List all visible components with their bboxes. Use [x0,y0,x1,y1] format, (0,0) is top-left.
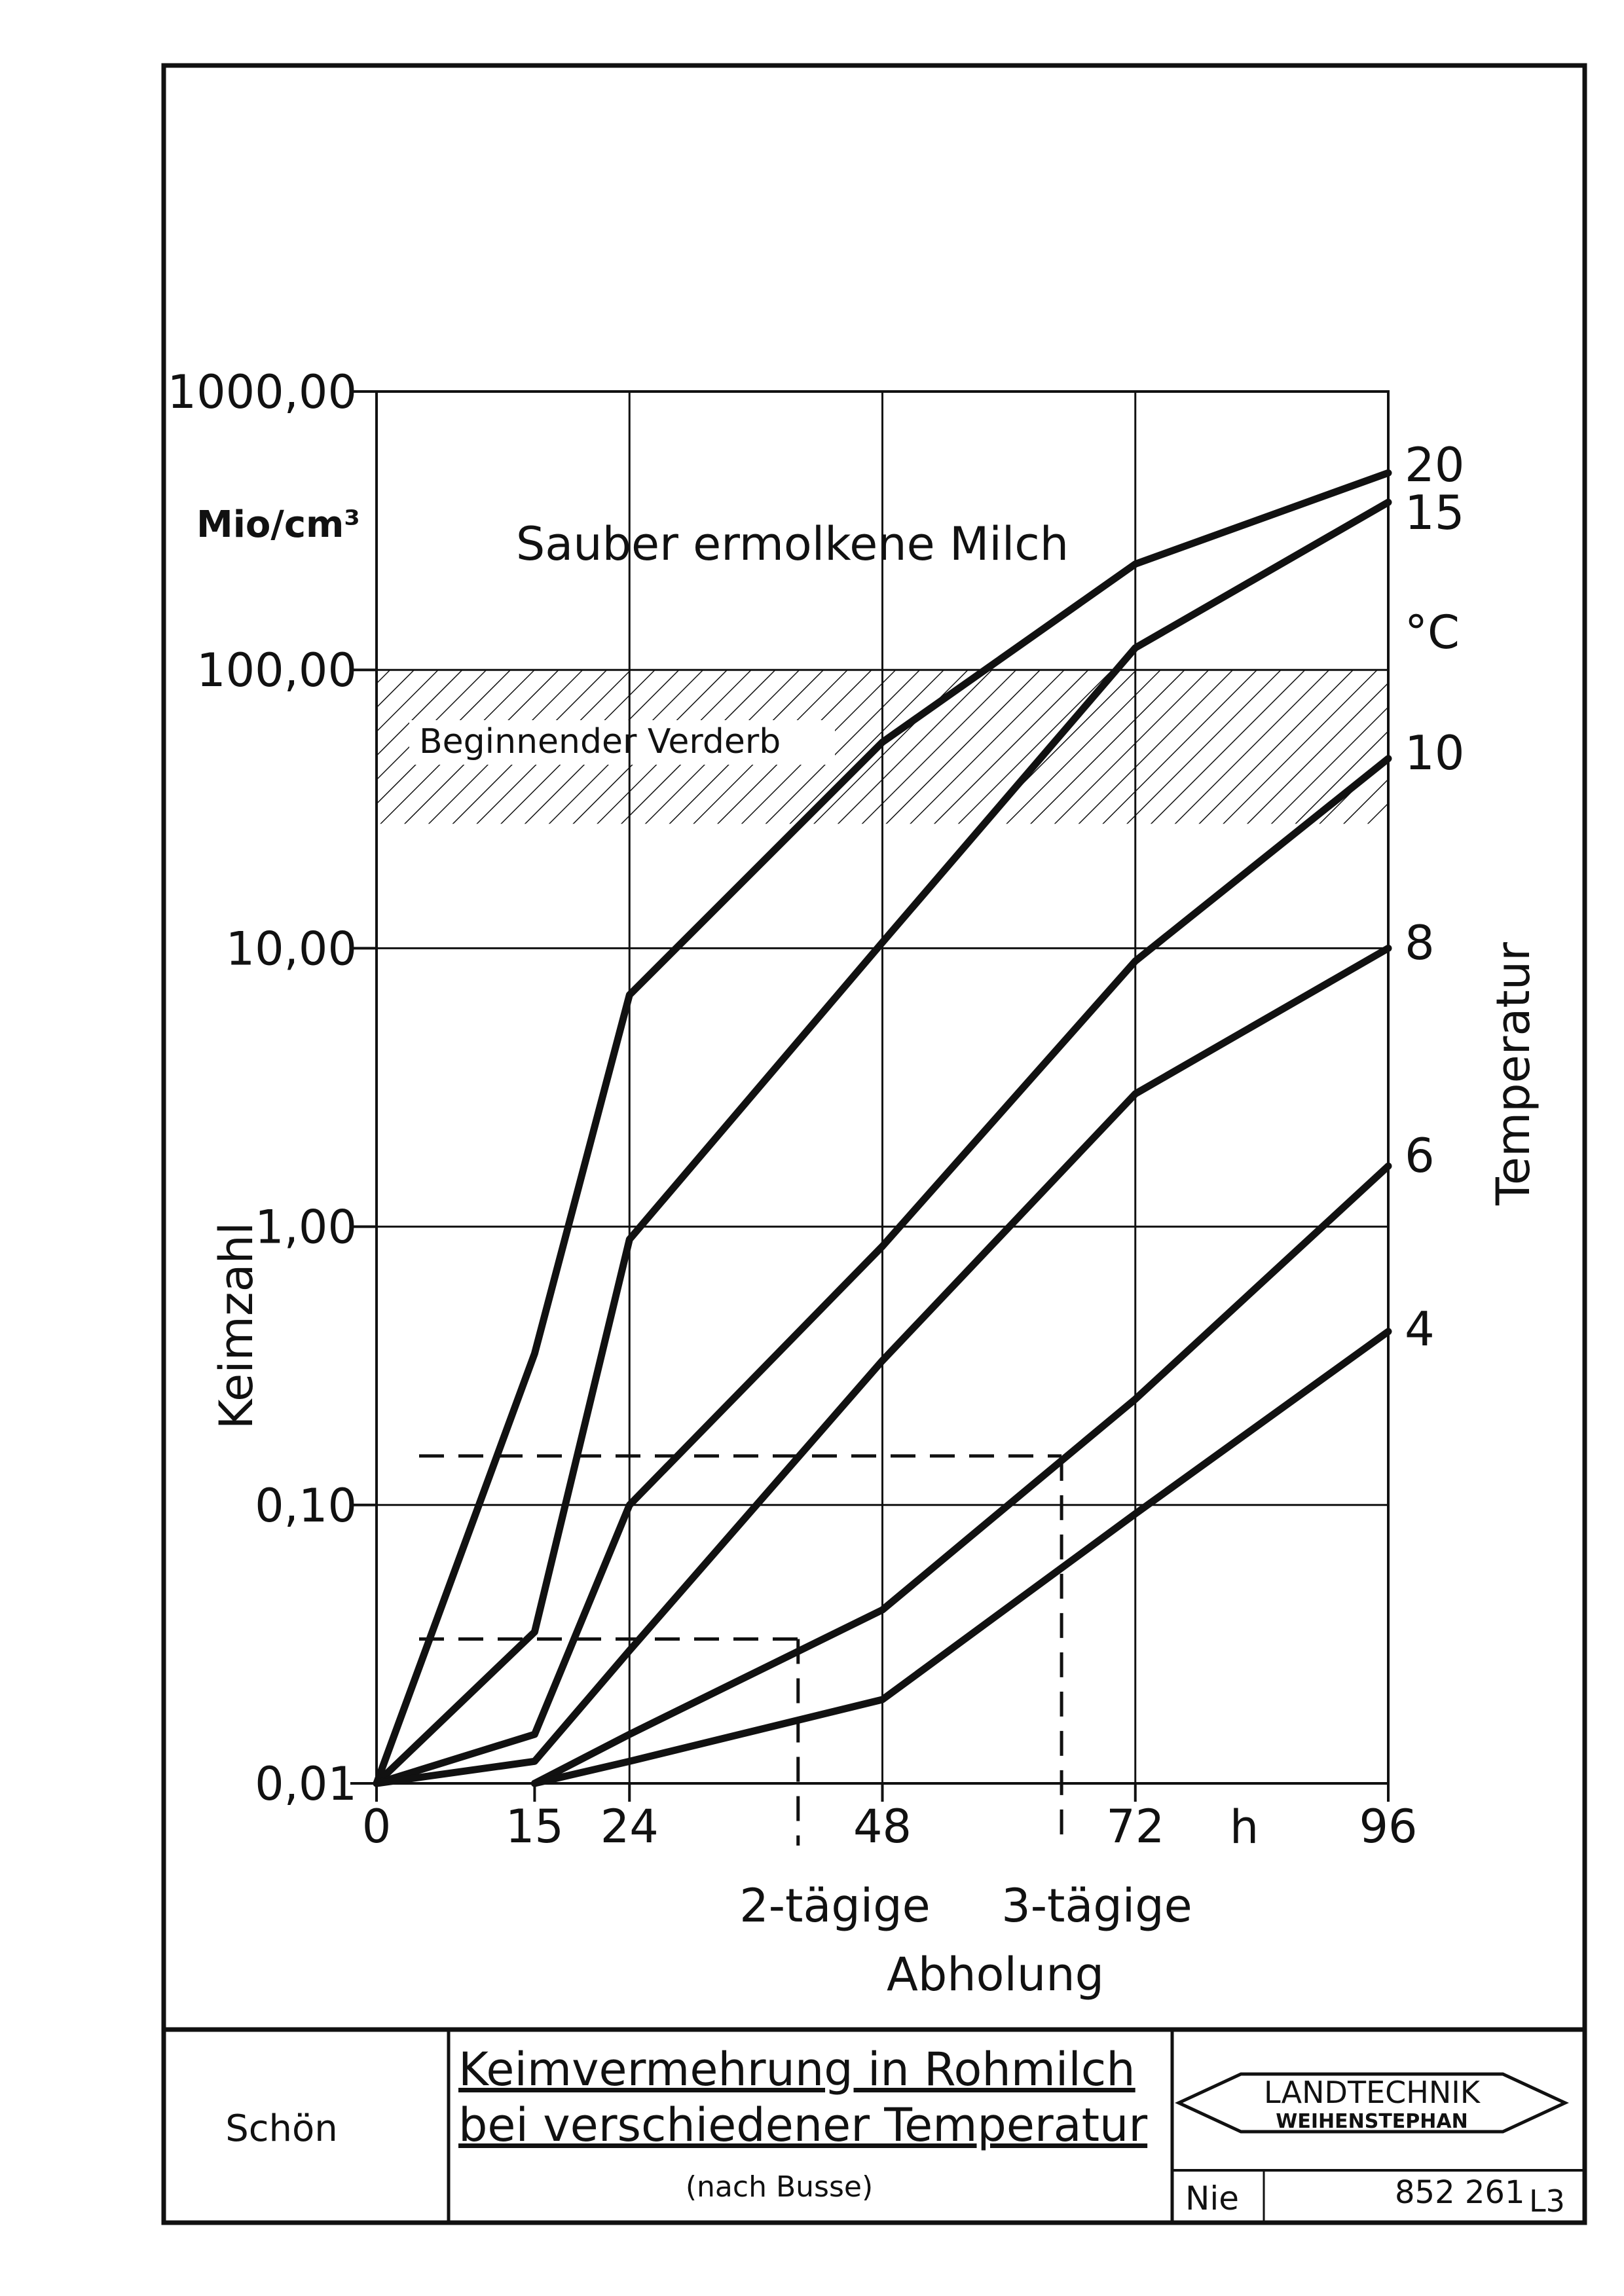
y-unit-label: Mio/cm³ [196,503,360,546]
two-day-pickup-label: 2-tägige [739,1879,931,1933]
drawer-initials: Nie [1185,2179,1239,2217]
y-tick-label: 1000,00 [168,365,357,419]
series-label-4c: 4 [1405,1302,1435,1357]
x-tick-label: 72 [1106,1800,1164,1853]
chart-grid [377,392,1388,1783]
y-tick-label: 0,01 [255,1757,357,1811]
title-block: LANDTECHNIK WEIHENSTEPHAN Schön Keimverm… [164,2027,1585,2223]
temperature-unit-label: °C [1405,606,1460,659]
reference-lines [419,1454,1063,1846]
y-tick-label: 10,00 [226,922,357,975]
y-tick-label: 0,10 [255,1479,357,1533]
series-label-15c: 15 [1405,485,1465,540]
y-axis-label: Keimzahl [210,1222,263,1430]
series-line-6c [530,1162,1392,1787]
tick-marks [350,390,1390,1802]
logo-text-line1: LANDTECHNIK [1264,2075,1481,2110]
sheet-code: L3 [1529,2183,1565,2219]
three-day-pickup-label: 3-tägige [1001,1879,1192,1933]
series-line-4c [530,1328,1392,1787]
sheet-frame [161,63,1587,2225]
series-label-8c: 8 [1405,915,1435,970]
spoilage-band-label-background [409,720,835,765]
figure-title-line2: bei verschiedener Temperatur [458,2098,1147,2152]
logo-text-line2: WEIHENSTEPHAN [1276,2110,1467,2133]
series-label-20c: 20 [1405,437,1465,492]
drawing-number: 852 261 [1395,2174,1525,2211]
x-tick-label: 96 [1359,1800,1417,1853]
x-unit-label: h [1230,1800,1259,1854]
landtechnik-logo [1175,2072,1569,2134]
series-line-10c [373,755,1392,1787]
x-tick-label: 0 [362,1800,392,1853]
series-label-10c: 10 [1405,725,1465,780]
series-line-20c [373,469,1392,1787]
figure-title-line1: Keimvermehrung in Rohmilch [458,2043,1135,2096]
x-tick-labels: 0 15 24 48 72 96 [362,1800,1418,1853]
series-label-6c: 6 [1405,1128,1435,1183]
x-tick-label: 48 [853,1800,912,1853]
figure-subtitle: (nach Busse) [686,2170,873,2204]
right-axis-label: Temperatur [1486,942,1540,1206]
x-tick-label: 15 [506,1800,564,1853]
spoilage-band-label: Beginnender Verderb [419,722,781,761]
y-tick-labels: 0,01 0,10 1,00 10,00 100,00 1000,00 [168,365,357,1811]
x-axis-label: Abholung [887,1948,1104,2001]
x-tick-label: 24 [600,1800,659,1853]
clean-milk-region-label: Sauber ermolkene Milch [516,517,1069,571]
author-name: Schön [225,2107,338,2150]
y-tick-label: 1,00 [255,1201,357,1254]
series-line-8c [373,944,1392,1787]
series-line-15c [373,498,1392,1787]
data-series [373,469,1392,1787]
y-tick-label: 100,00 [196,644,357,697]
